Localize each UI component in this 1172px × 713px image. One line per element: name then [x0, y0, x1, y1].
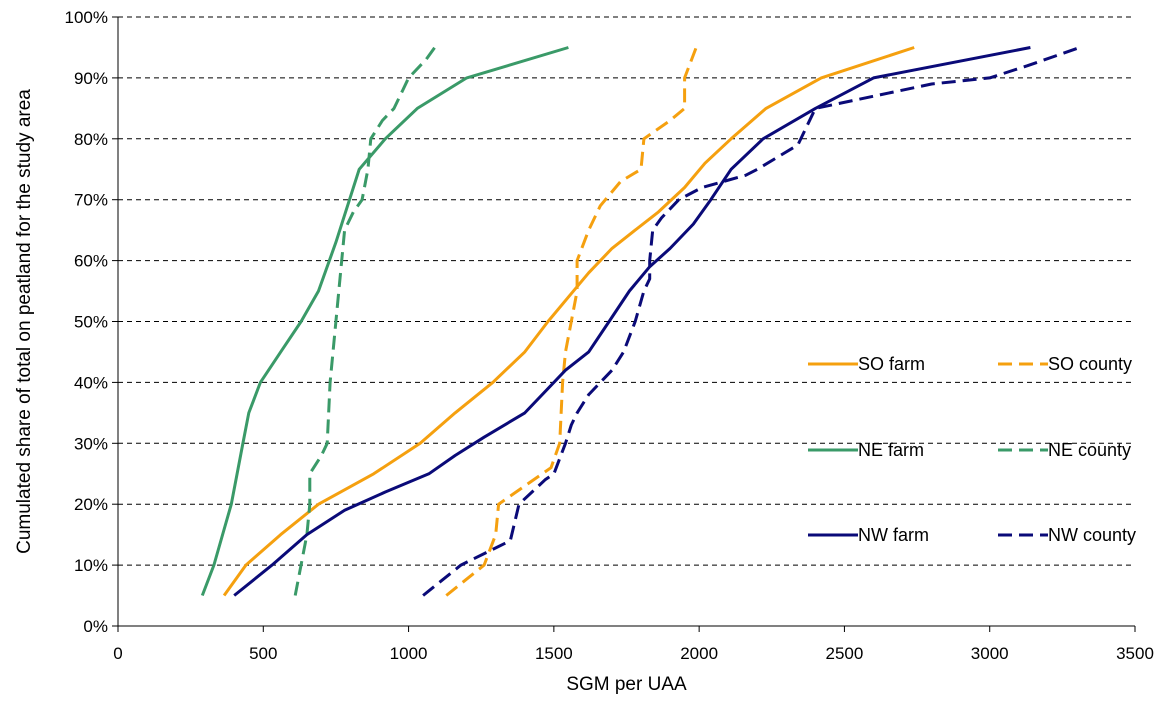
legend-label: SO farm	[858, 354, 925, 374]
legend-label: NW county	[1048, 525, 1136, 545]
series-line-so-county	[445, 46, 698, 597]
x-axis-title: SGM per UAA	[566, 674, 687, 695]
x-tick-label: 1000	[390, 644, 428, 663]
legend-label: NE farm	[858, 440, 924, 460]
legend-label: SO county	[1048, 354, 1132, 374]
series-line-nw-farm	[233, 46, 1031, 597]
y-tick-label: 70%	[74, 191, 108, 210]
legend: SO farm SO county NE farm NE county NW farm N…	[808, 354, 1136, 545]
y-tick-label: 90%	[74, 69, 108, 88]
y-tick-label: 10%	[74, 556, 108, 575]
y-tick-label: 20%	[74, 495, 108, 514]
x-tick-label: 2500	[826, 644, 864, 663]
axes: 0% 10% 20% 30% 40% 50% 60% 70% 80% 90% 100% 0 500 100…	[65, 8, 1154, 663]
series-line-so-farm	[222, 46, 915, 597]
series-line-ne-farm	[200, 46, 569, 597]
y-tick-label: 30%	[74, 434, 108, 453]
y-tick-label: 40%	[74, 373, 108, 392]
y-tick-label: 60%	[74, 252, 108, 271]
gridlines	[118, 16, 1135, 566]
x-tick-label: 3000	[971, 644, 1009, 663]
series-line-ne-county	[293, 46, 436, 596]
x-tick-label: 3500	[1116, 644, 1154, 663]
x-tick-label: 1500	[535, 644, 573, 663]
x-tick-label: 0	[113, 644, 122, 663]
series-line-nw-county	[422, 46, 1081, 597]
x-tick-label: 500	[249, 644, 277, 663]
legend-label: NW farm	[858, 525, 929, 545]
y-tick-label: 0%	[83, 617, 108, 636]
x-tick-label: 2000	[680, 644, 718, 663]
y-tick-label: 50%	[74, 313, 108, 332]
series-layer	[200, 46, 1081, 597]
y-axis-title: Cumulated share of total on peatland for…	[14, 89, 35, 554]
y-tick-label: 80%	[74, 130, 108, 149]
y-tick-label: 100%	[65, 8, 108, 27]
legend-label: NE county	[1048, 440, 1131, 460]
